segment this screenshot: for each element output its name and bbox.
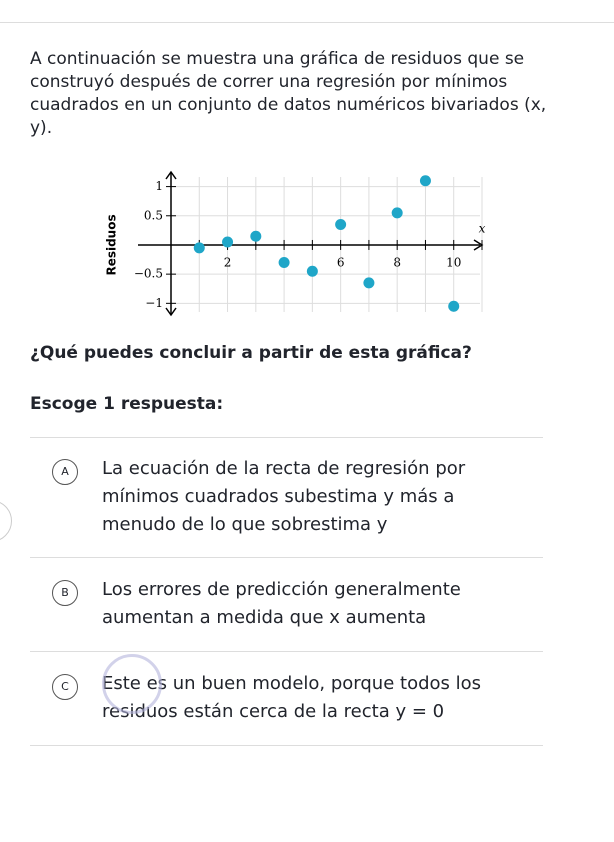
y-arrow bbox=[165, 170, 177, 180]
intro-text: A continuación se muestra una gráfica de… bbox=[30, 49, 547, 138]
y-arrow bbox=[165, 307, 177, 317]
data-point bbox=[448, 300, 460, 312]
data-point bbox=[193, 242, 205, 254]
data-point bbox=[306, 265, 318, 277]
data-point bbox=[363, 277, 375, 289]
data-point bbox=[222, 236, 234, 248]
decor-circle bbox=[0, 500, 12, 542]
instruction: Escoge 1 respuesta: bbox=[30, 394, 224, 414]
data-point bbox=[419, 175, 431, 187]
option-text: Los errores de predicción generalmente a… bbox=[102, 579, 461, 628]
option-text: Este es un buen modelo, porque todos los… bbox=[102, 673, 482, 722]
cursor-highlight bbox=[102, 654, 162, 714]
x-tick-label: 8 bbox=[393, 255, 401, 269]
data-point bbox=[391, 207, 403, 219]
rule bbox=[30, 557, 543, 558]
rule bbox=[30, 651, 543, 652]
top-rule bbox=[0, 22, 614, 23]
data-point bbox=[250, 230, 262, 242]
x-tick-label: 10 bbox=[446, 255, 461, 269]
x-arrow bbox=[473, 239, 484, 251]
y-tick-label: −0.5 bbox=[134, 267, 163, 281]
option[interactable]: A La ecuación de la recta de regresión p… bbox=[52, 455, 522, 555]
option-letter: A bbox=[52, 459, 78, 485]
option[interactable]: C Este es un buen modelo, porque todos l… bbox=[52, 670, 522, 740]
rule bbox=[30, 745, 543, 746]
rule bbox=[30, 437, 543, 438]
y-tick-label: 0.5 bbox=[144, 208, 163, 222]
question: ¿Qué puedes concluir a partir de esta gr… bbox=[30, 343, 472, 363]
y-tick-label: 1 bbox=[155, 179, 163, 193]
x-axis-label: x bbox=[479, 221, 486, 235]
option-letter: C bbox=[52, 674, 78, 700]
x-tick-label: 6 bbox=[337, 255, 345, 269]
option-text: La ecuación de la recta de regresión por… bbox=[102, 458, 466, 535]
option-letter: B bbox=[52, 580, 78, 606]
data-point bbox=[278, 256, 290, 268]
option[interactable]: B Los errores de predicción generalmente… bbox=[52, 576, 522, 646]
y-axis-label: Residuos bbox=[105, 214, 119, 275]
x-tick-label: 2 bbox=[224, 255, 232, 269]
y-tick-label: −1 bbox=[145, 296, 163, 310]
residual-plot: −1−0.50.51246810xResiduos bbox=[105, 170, 486, 317]
data-point bbox=[335, 219, 347, 231]
